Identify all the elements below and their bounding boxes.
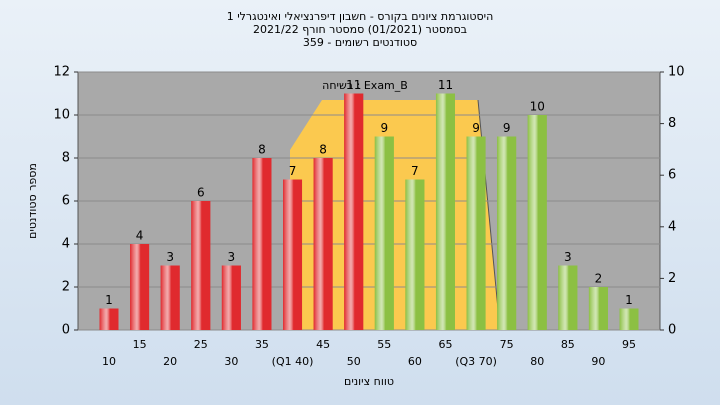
chart-title: בסמסטר (01/2021) סמסטר חורף 2021/22 [253,23,467,36]
x-tick-label: 15 [133,338,147,351]
x-tick-label: 90 [591,355,605,368]
data-label: 4 [136,229,144,243]
x-tick-label: 65 [438,338,452,351]
data-label: 3 [228,250,236,264]
y-tick-label: 12 [53,65,70,80]
data-label: 11 [438,78,453,92]
x-tick-label: 35 [255,338,269,351]
y-tick-label: 4 [62,237,70,252]
bar [558,265,578,330]
data-label: 9 [380,121,388,135]
data-label: 8 [319,143,327,157]
bar [221,265,241,330]
y2-tick-label: 8 [668,116,676,131]
bar [99,308,119,330]
bar [252,158,272,330]
y-axis-title: מספר סטודנטים [26,163,39,239]
data-label: 7 [411,164,419,178]
x-tick-label: (Q1 40) [272,355,314,368]
data-label: 3 [564,250,572,264]
y2-tick-label: 10 [668,65,685,80]
y-tick-label: 2 [62,280,70,295]
bar [283,179,303,330]
y2-tick-label: 4 [668,219,676,234]
chart-title: סטודנטים רשומים - 359 [303,36,417,49]
bar [588,287,608,330]
y-tick-label: 10 [53,108,70,123]
bar [313,158,333,330]
x-tick-label: 50 [347,355,361,368]
x-tick-label: 55 [377,338,391,351]
x-tick-label: 60 [408,355,422,368]
bar [497,136,517,330]
data-label: 11 [346,78,361,92]
x-tick-label: (Q3 70) [455,355,497,368]
bar [435,93,455,330]
bar [619,308,639,330]
bar [344,93,364,330]
bar [160,265,180,330]
y2-tick-label: 2 [668,271,676,286]
data-label: 2 [595,272,603,286]
x-tick-label: 20 [163,355,177,368]
data-label: 9 [503,121,511,135]
y-tick-label: 0 [62,323,70,338]
x-axis-title: טווח ציונים [344,375,394,388]
bar [527,115,547,330]
x-tick-label: 80 [530,355,544,368]
data-label: 1 [105,293,113,307]
annotation: בשיחה : Exam_B [322,79,408,92]
bar [191,201,211,330]
bar [466,136,486,330]
data-label: 6 [197,186,205,200]
bar [130,244,150,330]
bar [374,136,394,330]
x-tick-label: 95 [622,338,636,351]
y2-tick-label: 0 [668,323,676,338]
chart-title: היסטוגרמת ציונים בקורס - חשבון דיפרנציאל… [227,10,494,23]
data-label: 10 [530,100,545,114]
x-tick-label: 25 [194,338,208,351]
y-tick-label: 8 [62,151,70,166]
y2-tick-label: 6 [668,168,676,183]
x-tick-label: 45 [316,338,330,351]
data-label: 7 [289,164,297,178]
y-tick-label: 6 [62,194,70,209]
data-label: 1 [625,293,633,307]
bar [405,179,425,330]
data-label: 8 [258,143,266,157]
data-label: 3 [166,250,174,264]
x-tick-label: 30 [224,355,238,368]
x-tick-label: 75 [500,338,514,351]
x-tick-label: 10 [102,355,116,368]
x-tick-label: 85 [561,338,575,351]
data-label: 9 [472,121,480,135]
